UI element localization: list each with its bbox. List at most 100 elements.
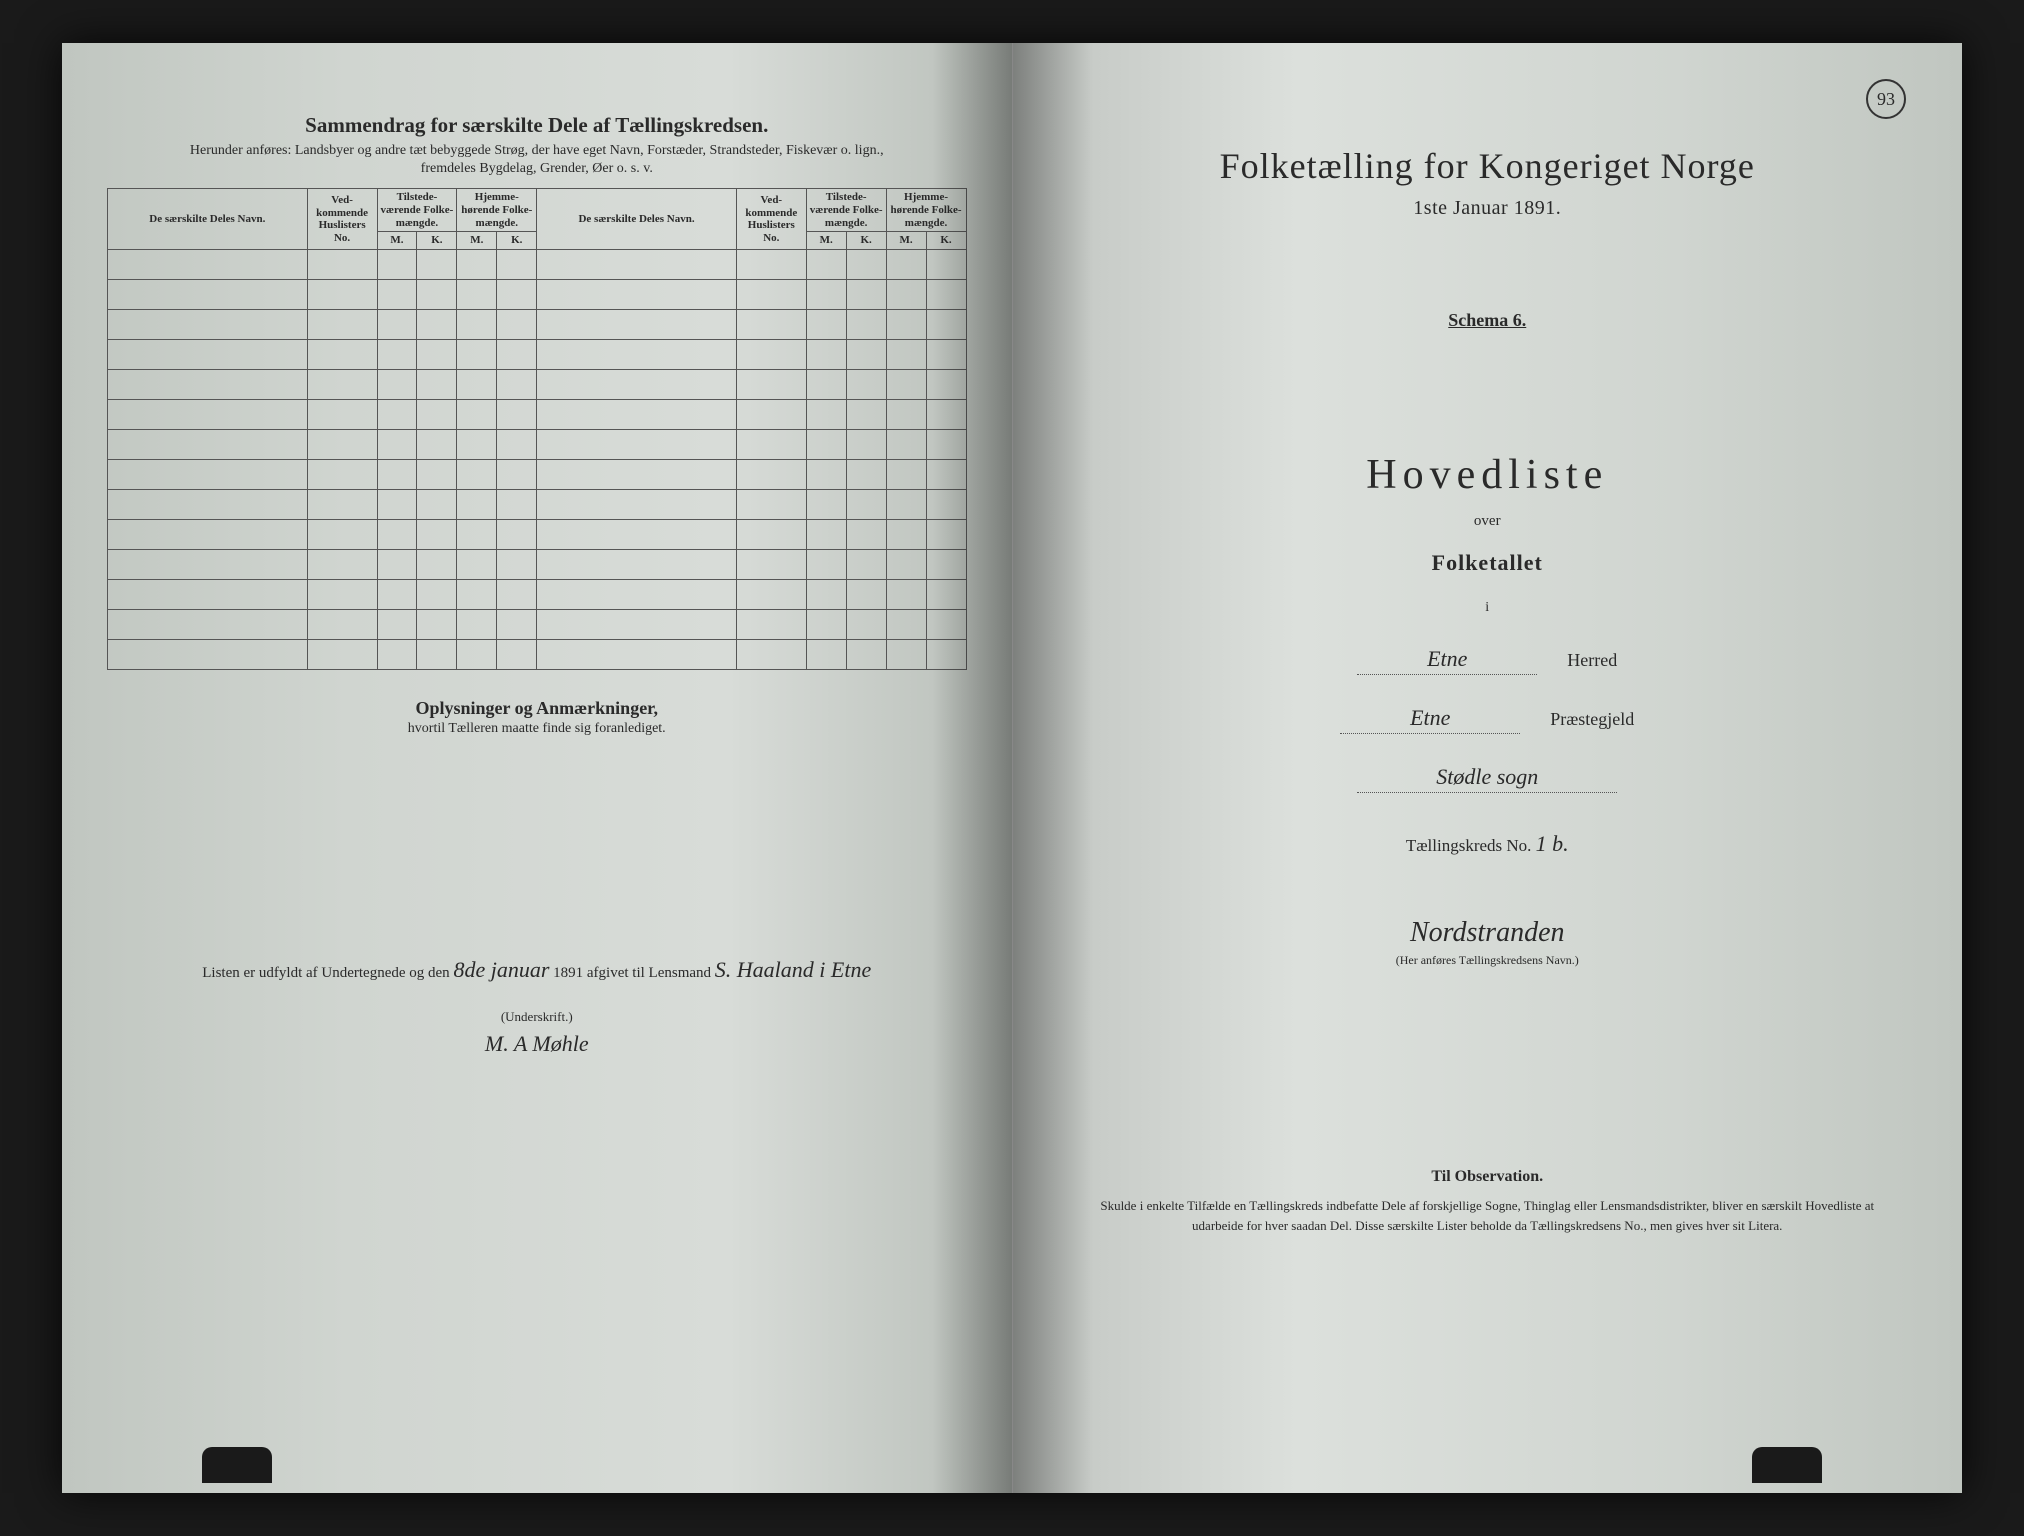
table-cell: [806, 519, 846, 549]
table-row: [108, 429, 967, 459]
table-cell: [926, 579, 966, 609]
table-cell: [537, 279, 737, 309]
table-cell: [736, 399, 806, 429]
open-book: Sammendrag for særskilte Dele af Tælling…: [62, 43, 1962, 1493]
table-cell: [108, 459, 308, 489]
col-no-1: Ved- kommende Huslisters No.: [307, 189, 377, 250]
table-cell: [417, 339, 457, 369]
table-cell: [377, 309, 417, 339]
table-cell: [846, 399, 886, 429]
table-cell: [307, 609, 377, 639]
col-m: M.: [806, 232, 846, 250]
folketallet-label: Folketallet: [1058, 550, 1918, 576]
table-cell: [377, 279, 417, 309]
col-m: M.: [377, 232, 417, 250]
kreds-no: 1 b.: [1536, 831, 1569, 856]
table-cell: [806, 579, 846, 609]
hovedliste-title: Hovedliste: [1058, 451, 1918, 499]
table-cell: [108, 249, 308, 279]
sogn-row: Stødle sogn: [1058, 764, 1918, 793]
table-cell: [497, 279, 537, 309]
binder-clip: [202, 1447, 272, 1483]
prest-value: Etne: [1340, 705, 1520, 734]
filled-date: 8de januar: [453, 957, 549, 982]
table-cell: [497, 309, 537, 339]
table-cell: [846, 339, 886, 369]
kreds-row: Tællingskreds No. 1 b.: [1058, 831, 1918, 857]
table-cell: [736, 549, 806, 579]
filled-by-line: Listen er udfyldt af Undertegnede og den…: [107, 957, 967, 983]
table-cell: [736, 519, 806, 549]
table-cell: [417, 249, 457, 279]
table-cell: [926, 279, 966, 309]
table-cell: [307, 519, 377, 549]
table-cell: [497, 549, 537, 579]
table-cell: [537, 249, 737, 279]
kreds-caption: (Her anføres Tællingskredsens Navn.): [1058, 953, 1918, 968]
table-cell: [307, 549, 377, 579]
table-cell: [806, 639, 846, 669]
summary-title: Sammendrag for særskilte Dele af Tælling…: [107, 113, 967, 138]
prest-label: Præstegjeld: [1550, 709, 1634, 730]
table-cell: [457, 609, 497, 639]
table-row: [108, 639, 967, 669]
table-cell: [537, 369, 737, 399]
table-cell: [537, 489, 737, 519]
table-row: [108, 249, 967, 279]
herred-row: Etne Herred: [1058, 646, 1918, 675]
table-cell: [457, 309, 497, 339]
table-cell: [736, 429, 806, 459]
table-cell: [736, 609, 806, 639]
table-cell: [108, 609, 308, 639]
table-cell: [736, 339, 806, 369]
table-cell: [886, 459, 926, 489]
table-row: [108, 339, 967, 369]
kreds-name: Nordstranden: [1058, 917, 1918, 949]
filled-lensmand: S. Haaland i Etne: [715, 957, 871, 982]
table-cell: [307, 369, 377, 399]
table-cell: [417, 369, 457, 399]
table-cell: [806, 369, 846, 399]
table-cell: [537, 519, 737, 549]
table-cell: [497, 489, 537, 519]
census-title: Folketælling for Kongeriget Norge: [1058, 145, 1918, 187]
table-cell: [926, 339, 966, 369]
table-row: [108, 579, 967, 609]
table-row: [108, 279, 967, 309]
table-cell: [307, 399, 377, 429]
table-row: [108, 549, 967, 579]
table-cell: [108, 339, 308, 369]
col-m: M.: [886, 232, 926, 250]
table-cell: [926, 639, 966, 669]
table-cell: [537, 609, 737, 639]
table-cell: [846, 459, 886, 489]
table-cell: [886, 489, 926, 519]
table-cell: [457, 249, 497, 279]
table-cell: [108, 279, 308, 309]
table-cell: [886, 309, 926, 339]
col-k: K.: [846, 232, 886, 250]
table-cell: [108, 639, 308, 669]
table-cell: [736, 249, 806, 279]
col-no-2: Ved- kommende Huslisters No.: [736, 189, 806, 250]
table-cell: [537, 429, 737, 459]
table-cell: [457, 279, 497, 309]
filled-year: 1891 afgivet til Lensmand: [553, 965, 711, 981]
table-cell: [457, 579, 497, 609]
col-hjem-1: Hjemme- hørende Folke- mængde.: [457, 189, 537, 232]
table-row: [108, 459, 967, 489]
table-cell: [886, 249, 926, 279]
table-cell: [846, 309, 886, 339]
table-cell: [806, 309, 846, 339]
table-cell: [537, 459, 737, 489]
table-cell: [377, 579, 417, 609]
table-row: [108, 369, 967, 399]
table-cell: [806, 429, 846, 459]
table-cell: [307, 429, 377, 459]
table-cell: [886, 369, 926, 399]
table-cell: [377, 609, 417, 639]
table-cell: [307, 309, 377, 339]
table-cell: [497, 579, 537, 609]
over-label: over: [1058, 513, 1918, 530]
table-cell: [417, 309, 457, 339]
